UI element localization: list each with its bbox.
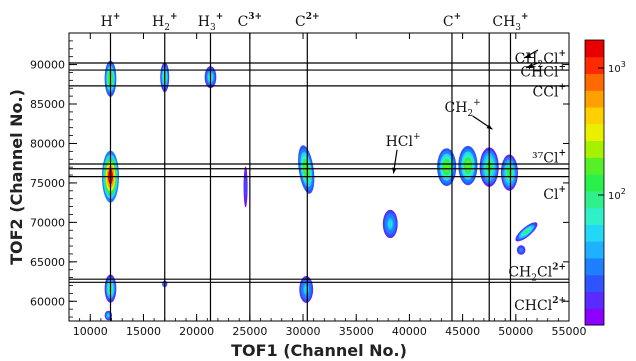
y-tick-label: 80000 [30,137,65,150]
right-label-5: CH2Cl2+ [508,262,566,283]
top-label-4: C2+ [295,12,320,30]
top-label-5: C+ [443,12,461,30]
right-label-6: CHCl2+ [514,296,566,314]
island-10 [382,209,398,239]
island-layer [245,180,247,193]
inner-arrowhead [391,167,397,174]
colorbar-segment [585,274,604,292]
island-layer [519,248,523,252]
island-layer [443,161,450,173]
x-tick-label: 55000 [552,325,587,338]
colorbar-segment [585,56,604,75]
right-label-4: Cl+ [543,185,566,203]
colorbar-segment [585,157,604,175]
y-axis-title: TOF2 (Channel No.) [7,89,26,265]
colorbar-segment [585,257,604,276]
island-layer [107,314,110,317]
colorbar: 103 102 [584,39,626,326]
colorbar-label: 102 [608,187,626,202]
colorbar-segment [585,40,604,58]
x-axis-title: TOF1 (Channel No.) [231,341,407,360]
island-12 [458,145,478,186]
y-tick-label: 85000 [30,98,65,111]
inner-label-HCl: HCl+ [386,132,421,150]
right-label-2: CCl+ [533,82,566,100]
x-tick-label: 30000 [286,325,321,338]
x-tick-label: 20000 [179,325,214,338]
colorbar-segment [585,207,604,225]
inner-label-CH2: CH2+ [445,98,481,119]
ion-top-labels: H+ H2+ H3+ C3+ C2+ C+ CH3+ [101,12,529,33]
colorbar-segment [585,241,604,259]
colorbar-segment [585,190,604,209]
arrowhead-chcl [526,63,533,68]
colorbar-segment [585,224,604,242]
island-layer [465,159,471,172]
y-axis-ticks: 60000 65000 70000 75000 80000 85000 90000 [30,32,569,318]
colorbar-segment [585,90,604,108]
island-11 [437,148,457,187]
x-tick-label: 45000 [445,325,480,338]
y-tick-label: 60000 [30,295,65,308]
colorbar-frame [584,39,605,326]
island-15 [515,222,538,242]
colorbar-segment [585,140,604,158]
horizontal-marker-lines [69,62,569,283]
x-tick-label: 15000 [126,325,161,338]
x-tick-label: 50000 [498,325,533,338]
island-9 [299,276,314,303]
y-tick-label: 75000 [30,177,65,190]
x-tick-label: 40000 [392,325,427,338]
colorbar-segment [585,174,604,192]
island-7 [243,166,248,208]
colorbar-segment [585,107,604,125]
arrowhead-ch2cl [524,53,531,58]
colorbar-label: 103 [608,60,626,75]
x-axis-ticks: 10000 15000 20000 25000 30000 35000 40000 45000… [68,33,587,338]
island-layer [523,229,530,235]
right-label-1: CHCl+ [520,63,566,81]
ion-right-labels: CH2Cl+CHCl+CCl+³⁷Cl+Cl+CH2Cl2+CHCl2+ [508,49,566,314]
ion-inner-labels: HCl+ CH2+ [386,98,493,174]
colorbar-segment [585,291,604,309]
plot-frame [68,32,570,322]
inner-arrowhead [486,124,493,130]
island-14 [500,154,518,191]
island-8 [298,145,315,194]
x-tick-label: 35000 [339,325,374,338]
top-label-7: CH3+ [492,12,528,33]
top-label-0: H+ [101,12,121,30]
top-label-1: H2+ [152,12,178,33]
island-layer [388,219,393,229]
right-label-3: ³⁷Cl+ [532,149,566,167]
y-tick-label: 70000 [30,216,65,229]
colorbar-segment [585,123,604,142]
x-tick-label: 25000 [232,325,267,338]
colorbar-segment [585,308,604,326]
y-tick-label: 90000 [30,59,65,72]
y-tick-label: 65000 [30,256,65,269]
top-label-2: H3+ [198,12,224,33]
colorbar-segment [585,73,604,91]
island-16 [516,245,526,255]
top-label-3: C3+ [238,12,263,30]
x-tick-label: 10000 [73,325,108,338]
